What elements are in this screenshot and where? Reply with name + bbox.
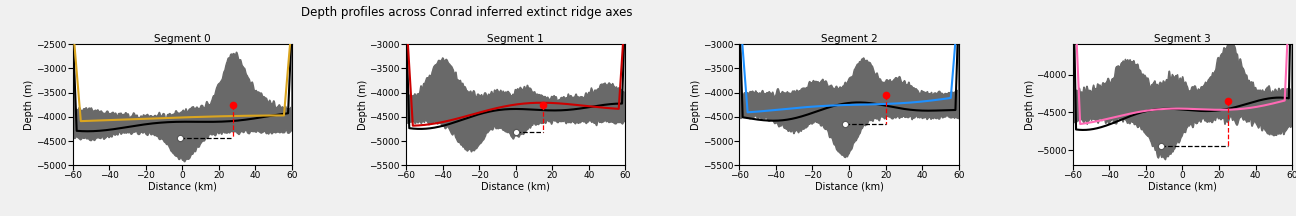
X-axis label: Distance (km): Distance (km) [148,182,216,192]
Title: Segment 3: Segment 3 [1153,33,1210,43]
X-axis label: Distance (km): Distance (km) [815,182,884,192]
Text: Depth profiles across Conrad inferred extinct ridge axes: Depth profiles across Conrad inferred ex… [301,6,632,19]
Title: Segment 1: Segment 1 [487,33,544,43]
Y-axis label: Depth (m): Depth (m) [358,80,368,130]
X-axis label: Distance (km): Distance (km) [481,182,550,192]
Title: Segment 2: Segment 2 [820,33,877,43]
Y-axis label: Depth (m): Depth (m) [1025,80,1034,130]
Y-axis label: Depth (m): Depth (m) [691,80,701,130]
Title: Segment 0: Segment 0 [154,33,210,43]
X-axis label: Distance (km): Distance (km) [1148,182,1217,192]
Y-axis label: Depth (m): Depth (m) [25,80,35,130]
